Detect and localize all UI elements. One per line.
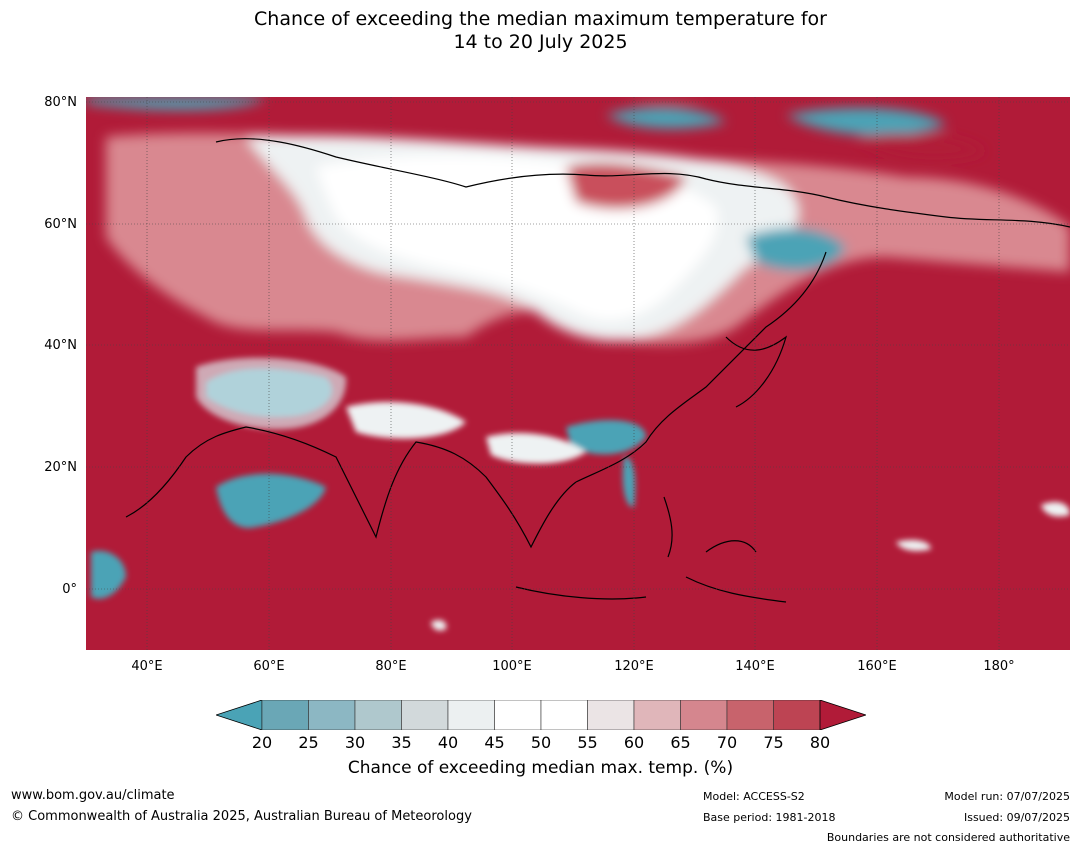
colorbar-bin	[447, 700, 495, 730]
colorbar-extend-high	[819, 700, 866, 730]
colorbar-label: Chance of exceeding median max. temp. (%…	[347, 758, 734, 778]
base-period-info: Base period: 1981-2018	[703, 811, 836, 824]
india-north-pale	[346, 402, 466, 439]
lon-label-100e: 100°E	[492, 659, 532, 674]
colorbar-tick-label: 50	[530, 733, 552, 752]
colorbar-tick-label: 75	[763, 733, 784, 752]
colorbar-extend-low	[216, 700, 263, 730]
lon-label-60e: 60°E	[253, 659, 285, 674]
coastline-japan	[725, 335, 788, 408]
issued-info: Issued: 09/07/2025	[963, 811, 1070, 824]
coastline-indonesia	[515, 540, 787, 603]
taiwan-cool	[622, 456, 636, 508]
arctic-red-east	[856, 133, 986, 160]
colorbar-tick-label: 80	[809, 733, 831, 752]
colorbar-bin	[773, 700, 821, 730]
model-run-info: Model run: 07/07/2025	[944, 790, 1070, 803]
arctic-red-band	[566, 162, 686, 209]
colorbar-bin	[587, 700, 635, 730]
lat-label-0: 0°	[62, 582, 77, 597]
colorbar-tick-label: 35	[391, 733, 412, 752]
probability-map	[86, 97, 1070, 650]
copyright-text: © Commonwealth of Australia 2025, Austra…	[11, 809, 472, 824]
website-link[interactable]: www.bom.gov.au/climate	[11, 788, 175, 803]
colorbar-bin	[261, 700, 309, 730]
arctic-cool-mid	[606, 107, 726, 129]
model-info: Model: ACCESS-S2	[703, 790, 805, 803]
colorbar-tick-label: 40	[437, 733, 459, 752]
coastline-south-asia	[125, 426, 577, 549]
arctic-cool-east	[786, 107, 946, 136]
graticule	[86, 97, 1070, 650]
colorbar-bin	[494, 700, 542, 730]
africa-cool	[91, 550, 126, 599]
coastlines	[125, 138, 1070, 603]
south-china-cool	[566, 420, 646, 455]
colorbar-tick-label: 60	[623, 733, 645, 752]
colorbar	[216, 700, 866, 730]
lon-label-180: 180°	[983, 659, 1015, 674]
coastline-philippines	[663, 496, 673, 558]
colorbar-tick-label: 20	[251, 733, 273, 752]
map-title: Chance of exceeding the median maximum t…	[0, 8, 1081, 54]
lon-label-120e: 120°E	[614, 659, 654, 674]
colorbar-tick-label: 70	[716, 733, 738, 752]
south-asia-field	[91, 357, 1070, 631]
colorbar-bin	[354, 700, 402, 730]
colorbar-bin	[633, 700, 681, 730]
colorbar-tick-label: 55	[577, 733, 598, 752]
lat-label-20n: 20°N	[44, 460, 77, 475]
colorbar-bin	[308, 700, 356, 730]
coastline-eurasia-north	[215, 138, 1070, 228]
arctic-cool-west	[86, 97, 266, 110]
colorbar-bin	[540, 700, 588, 730]
boundary-disclaimer: Boundaries are not considered authoritat…	[826, 831, 1070, 844]
colorbar-tick-label: 30	[344, 733, 366, 752]
lon-label-140e: 140°E	[735, 659, 775, 674]
lon-label-80e: 80°E	[375, 659, 407, 674]
lon-label-40e: 40°E	[131, 659, 163, 674]
arabian-sea-cool	[216, 473, 326, 528]
lat-label-80n: 80°N	[44, 95, 77, 110]
map-title-line1: Chance of exceeding the median maximum t…	[254, 8, 827, 30]
map-title-line2: 14 to 20 July 2025	[453, 31, 628, 53]
lat-label-60n: 60°N	[44, 217, 77, 232]
colorbar-tick-label: 65	[670, 733, 691, 752]
colorbar-tick-label: 25	[298, 733, 319, 752]
lat-label-40n: 40°N	[44, 338, 77, 353]
china-pale	[486, 432, 586, 464]
okhotsk-cool	[746, 228, 846, 271]
pacific-pale-1	[1041, 502, 1070, 517]
colorbar-bin	[726, 700, 774, 730]
coastline-east-asia	[575, 251, 827, 483]
pacific-pale-2	[896, 539, 931, 551]
colorbar-bin	[680, 700, 728, 730]
pacific-pale-3	[431, 619, 447, 631]
north-asia-field	[86, 97, 1070, 344]
colorbar-tick-label: 45	[484, 733, 505, 752]
colorbar-bin	[401, 700, 449, 730]
iran-pale	[196, 357, 347, 430]
lon-label-160e: 160°E	[857, 659, 897, 674]
